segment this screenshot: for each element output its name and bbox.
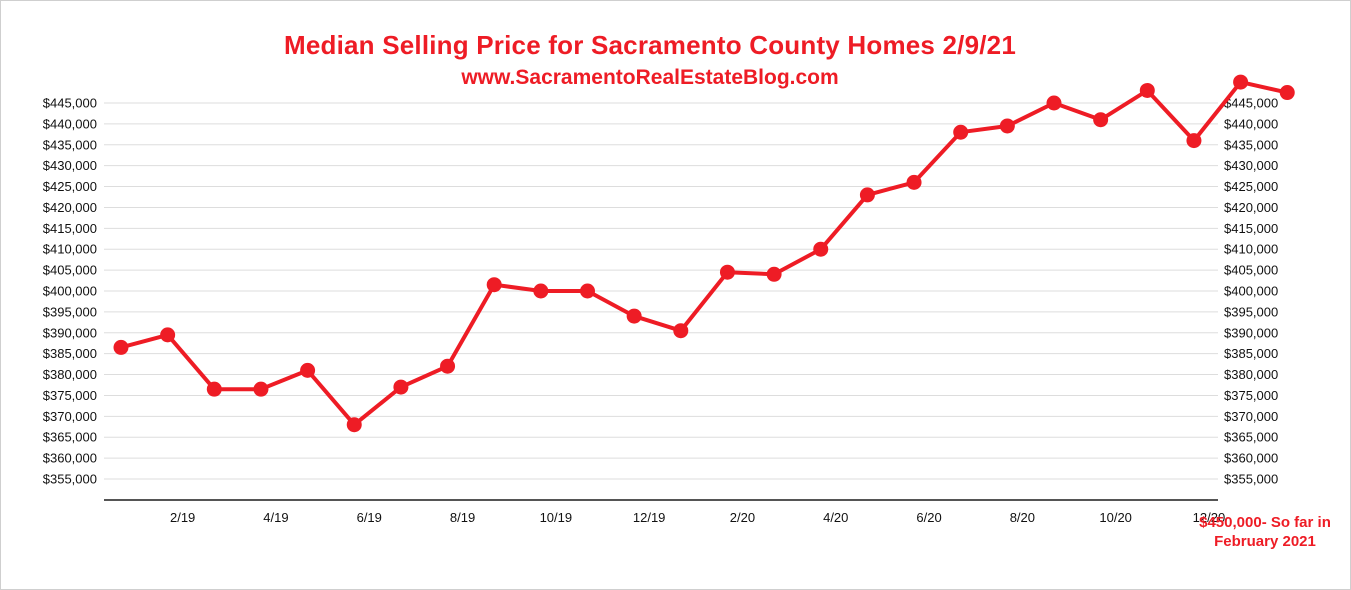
x-tick-label: 8/19: [450, 510, 475, 525]
y-tick-label-right: $400,000: [1224, 284, 1278, 299]
x-tick-label: 2/20: [730, 510, 755, 525]
right-y-axis-labels: $355,000 $360,000 $365,000 $370,000 $375,000…: [1224, 96, 1278, 487]
grid-lines: [104, 102, 1218, 480]
y-tick-label-left: $370,000: [43, 409, 97, 424]
y-tick-label-left: $355,000: [43, 472, 97, 487]
data-point: [1093, 112, 1109, 128]
price-series-line: [120, 80, 1288, 427]
data-point: [1186, 133, 1202, 149]
y-tick-label-right: $435,000: [1224, 137, 1278, 152]
data-point: [253, 381, 269, 397]
x-tick-label: 4/20: [823, 510, 848, 525]
x-tick-label: 6/20: [916, 510, 941, 525]
data-point: [813, 241, 829, 257]
data-point: [766, 266, 782, 282]
y-tick-label-right: $375,000: [1224, 388, 1278, 403]
data-point: [160, 327, 176, 343]
y-tick-label-left: $410,000: [43, 242, 97, 257]
y-tick-label-left: $365,000: [43, 430, 97, 445]
data-point: [486, 277, 502, 293]
data-point: [533, 283, 549, 299]
x-tick-label: 12/20: [1193, 510, 1226, 525]
y-tick-label-right: $385,000: [1224, 346, 1278, 361]
y-tick-label-left: $375,000: [43, 388, 97, 403]
y-tick-label-right: $405,000: [1224, 263, 1278, 278]
data-point: [393, 379, 409, 395]
data-point: [859, 187, 875, 203]
y-tick-label-left: $400,000: [43, 284, 97, 299]
data-point: [113, 339, 129, 355]
x-tick-label: 12/19: [633, 510, 666, 525]
data-point: [1139, 82, 1155, 98]
x-tick-label: 10/20: [1099, 510, 1132, 525]
data-point: [999, 118, 1015, 134]
data-point: [673, 323, 689, 339]
data-point: [206, 381, 222, 397]
data-point: [953, 124, 969, 140]
y-tick-label-left: $420,000: [43, 200, 97, 215]
february-note-line1: $450,000- So far in: [1199, 514, 1331, 531]
february-note: $450,000- So far in February 2021: [1180, 513, 1350, 551]
y-tick-label-left: $440,000: [43, 116, 97, 131]
y-tick-label-left: $425,000: [43, 179, 97, 194]
x-tick-label: 2/19: [170, 510, 195, 525]
february-note-line2: February 2021: [1214, 533, 1316, 550]
data-point: [626, 308, 642, 324]
y-tick-label-right: $425,000: [1224, 179, 1278, 194]
y-tick-label-right: $355,000: [1224, 472, 1278, 487]
y-tick-label-left: $405,000: [43, 263, 97, 278]
y-tick-label-left: $430,000: [43, 158, 97, 173]
data-point: [719, 264, 735, 280]
data-point: [906, 174, 922, 190]
y-tick-label-left: $415,000: [43, 221, 97, 236]
y-tick-label-right: $380,000: [1224, 367, 1278, 382]
data-point: [346, 417, 362, 433]
y-tick-label-right: $360,000: [1224, 451, 1278, 466]
y-tick-label-left: $380,000: [43, 367, 97, 382]
y-tick-label-left: $395,000: [43, 304, 97, 319]
y-tick-label-left: $445,000: [43, 96, 97, 111]
y-tick-label-left: $385,000: [43, 346, 97, 361]
y-tick-label-left: $390,000: [43, 325, 97, 340]
y-tick-label-right: $420,000: [1224, 200, 1278, 215]
data-point: [580, 283, 595, 299]
x-tick-label: 8/20: [1010, 510, 1035, 525]
y-tick-label-right: $395,000: [1224, 304, 1278, 319]
data-point: [1233, 74, 1249, 90]
y-tick-label-left: $360,000: [43, 451, 97, 466]
data-points: [113, 74, 1295, 433]
y-tick-label-right: $440,000: [1224, 116, 1278, 131]
y-tick-label-left: $435,000: [43, 137, 97, 152]
data-point: [1046, 95, 1062, 111]
x-tick-label: 4/19: [263, 510, 288, 525]
y-tick-label-right: $365,000: [1224, 430, 1278, 445]
y-tick-label-right: $445,000: [1224, 96, 1278, 111]
y-tick-label-right: $430,000: [1224, 158, 1278, 173]
chart-subtitle: www.SacramentoRealEstateBlog.com: [461, 66, 839, 89]
y-tick-label-right: $370,000: [1224, 409, 1278, 424]
y-tick-label-right: $390,000: [1224, 325, 1278, 340]
y-tick-label-right: $415,000: [1224, 221, 1278, 236]
x-axis-labels: 2/19 4/19 6/19 8/19 10/19 12/19 2/20 4/20 6/20 8/…: [170, 510, 1225, 525]
y-tick-label-right: $410,000: [1224, 242, 1278, 257]
data-point: [1279, 85, 1295, 101]
data-point: [300, 362, 316, 378]
left-y-axis-labels: $355,000 $360,000 $365,000 $370,000 $375,000…: [43, 96, 97, 487]
x-tick-label: 10/19: [540, 510, 573, 525]
chart-title: Median Selling Price for Sacramento Coun…: [284, 30, 1016, 60]
data-point: [440, 358, 456, 374]
x-tick-label: 6/19: [357, 510, 382, 525]
